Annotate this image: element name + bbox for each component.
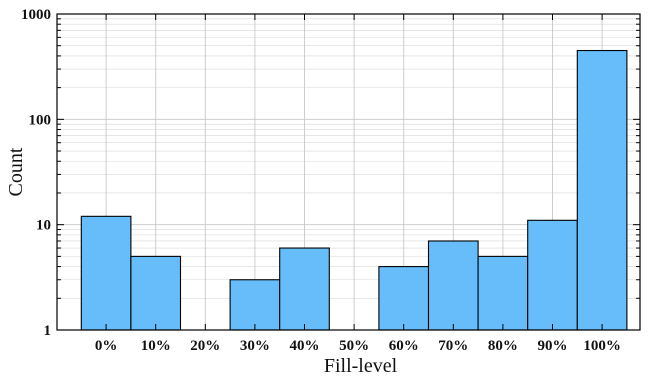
- x-tick-label: 10%: [141, 338, 171, 354]
- axis-ticks: [57, 14, 640, 331]
- bar-0pct: [80, 215, 132, 331]
- bar-100pct: [576, 49, 628, 331]
- y-tick-label: 1000: [21, 7, 51, 23]
- x-tick-label: 20%: [190, 338, 220, 354]
- x-tick-label: 90%: [538, 338, 568, 354]
- x-tick-label: 60%: [389, 338, 419, 354]
- plot-frame: [56, 13, 641, 331]
- x-tick-label: 30%: [240, 338, 270, 354]
- y-tick-label: 10: [36, 218, 51, 234]
- y-axis-label: Count: [5, 147, 27, 196]
- y-tick-label: 100: [29, 112, 52, 128]
- x-tick-label: 50%: [339, 338, 369, 354]
- bar-80pct: [477, 255, 529, 331]
- bars-group: [80, 49, 628, 331]
- bar-30pct: [229, 279, 281, 331]
- bar-90pct: [527, 219, 578, 331]
- tick-labels: 1 10 100 1000 0% 10% 20% 30% 40% 50% 60% 70% 80% 90% 1…: [21, 7, 621, 354]
- x-tick-label: 0%: [95, 338, 118, 354]
- x-tick-label: 40%: [290, 338, 320, 354]
- x-axis-label: Fill-level: [324, 355, 398, 377]
- bar-10pct: [130, 255, 182, 331]
- x-tick-label: 100%: [583, 338, 621, 354]
- bar-40pct: [279, 247, 330, 331]
- y-tick-label: 1: [44, 323, 52, 339]
- bar-60pct: [378, 266, 430, 331]
- x-tick-label: 70%: [438, 338, 468, 354]
- grid-lines: [57, 14, 640, 330]
- bar-70pct: [427, 240, 479, 331]
- x-tick-label: 80%: [488, 338, 518, 354]
